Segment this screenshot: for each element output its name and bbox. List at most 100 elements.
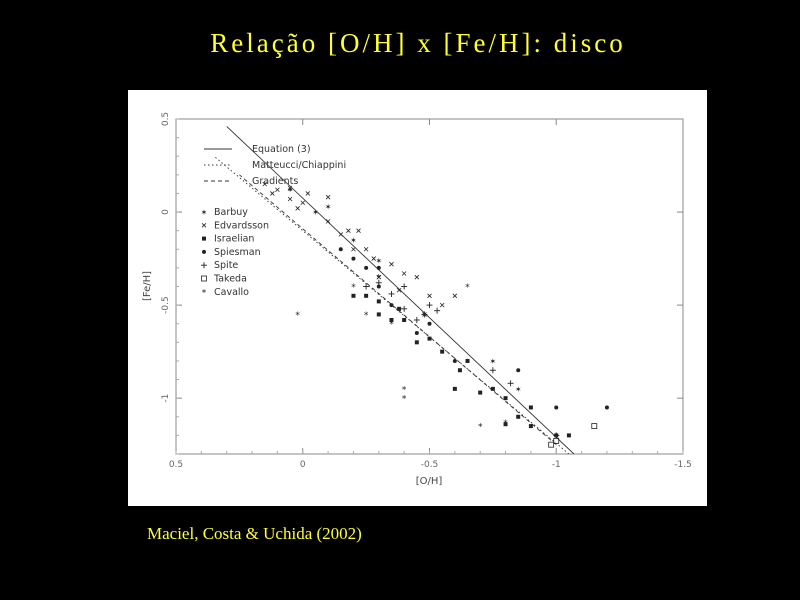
data-point [295, 206, 300, 211]
data-point [426, 302, 433, 309]
data-point [305, 191, 311, 196]
data-point [275, 187, 280, 193]
data-point [414, 274, 420, 280]
data-point: * [402, 385, 407, 395]
data-point [516, 368, 521, 373]
series-line [226, 126, 575, 454]
x-tick-label: 0 [300, 460, 306, 470]
data-point-b [351, 246, 356, 252]
data-point [414, 331, 419, 336]
data-point: ✶ [325, 202, 332, 211]
data-point [465, 358, 470, 363]
data-point [457, 368, 462, 373]
data-point [503, 422, 508, 427]
data-point: * [377, 274, 382, 284]
legend-series-label: Takeda [213, 274, 247, 285]
data-point [262, 181, 268, 187]
x-tick-label: -0.5 [421, 460, 439, 470]
data-point [553, 432, 560, 439]
data-point: * [402, 395, 407, 405]
data-point: ✶ [375, 256, 382, 265]
data-point: * [351, 283, 356, 293]
data-point [478, 390, 483, 395]
data-point [270, 191, 275, 196]
data-point: ✶ [350, 236, 357, 245]
legend-series-label: Barbuy [214, 207, 248, 218]
legend-line-label: Gradients [252, 176, 298, 187]
legend-marker: * [202, 288, 207, 298]
data-point [401, 271, 407, 276]
legend-marker [202, 236, 206, 241]
data-point [401, 305, 408, 312]
legend-series-label: Edvardsson [214, 220, 269, 231]
legend-marker-b [201, 223, 207, 228]
data-point [376, 299, 381, 304]
data-point-b [270, 191, 275, 196]
data-point-b [396, 287, 402, 293]
legend-marker [202, 249, 206, 254]
data-point-b [300, 200, 306, 206]
data-point [503, 396, 508, 401]
legend-series-label: Cavallo [214, 287, 249, 298]
data-point [452, 386, 457, 391]
data-point: ✶ [515, 385, 522, 394]
data-point [338, 247, 343, 252]
data-point [338, 232, 344, 237]
legend-line-label: Matteucci/Chiappini [252, 160, 346, 171]
x-tick-label: 0.5 [169, 460, 183, 470]
data-point [346, 228, 351, 233]
x-tick-label: -1 [552, 460, 561, 470]
data-point-b [275, 187, 280, 193]
data-point [427, 321, 432, 326]
data-point [402, 318, 407, 322]
data-group: ✶✶✶✶✶✶✶********** [213, 126, 609, 454]
data-point-b [325, 194, 331, 200]
data-point [434, 307, 441, 314]
data-point [325, 219, 331, 224]
data-point [375, 279, 382, 286]
y-tick-label: -0.5 [161, 296, 171, 314]
legend-marker: ✶ [201, 208, 208, 217]
data-point: ✶ [287, 186, 294, 195]
data-point [452, 293, 458, 299]
data-point [397, 306, 402, 311]
data-point [287, 196, 293, 202]
data-point [351, 256, 356, 261]
data-point: * [465, 283, 470, 293]
data-point-b [287, 185, 293, 191]
data-point [413, 317, 420, 323]
data-point [287, 185, 293, 191]
legend-series-label: Spiesman [214, 247, 261, 258]
data-point [548, 441, 555, 448]
data-point: * [478, 423, 483, 433]
data-point-b [376, 274, 382, 280]
data-point-b [338, 232, 344, 237]
data-point [421, 311, 428, 318]
legend-line-label: Equation (3) [252, 144, 311, 155]
data-point [528, 424, 533, 429]
scatter-chart: -1.5-1-0.500.5-1-0.500.5✶✶✶✶✶✶✶*********… [142, 112, 692, 487]
data-point [396, 287, 402, 293]
citation: Maciel, Costa & Uchida (2002) [147, 524, 362, 543]
data-point [591, 423, 598, 429]
data-point [389, 318, 394, 322]
data-point [356, 228, 361, 233]
data-point: * [503, 419, 508, 429]
series-line [239, 174, 557, 446]
legend-series-label: Spite [214, 260, 238, 271]
data-point [554, 405, 559, 410]
data-point [427, 293, 432, 299]
x-axis-label: [O/H] [416, 476, 443, 487]
data-point [604, 405, 609, 410]
data-point [507, 380, 514, 387]
data-point [452, 358, 457, 363]
data-point [376, 284, 381, 289]
series-line [213, 155, 570, 454]
legend-marker [201, 275, 207, 282]
data-point-b [389, 261, 394, 267]
data-point [388, 290, 395, 297]
y-tick-label: -1 [161, 394, 171, 403]
y-tick-label: 0.5 [161, 112, 171, 126]
legend-marker [201, 223, 207, 228]
y-tick-label: 0 [161, 209, 171, 215]
